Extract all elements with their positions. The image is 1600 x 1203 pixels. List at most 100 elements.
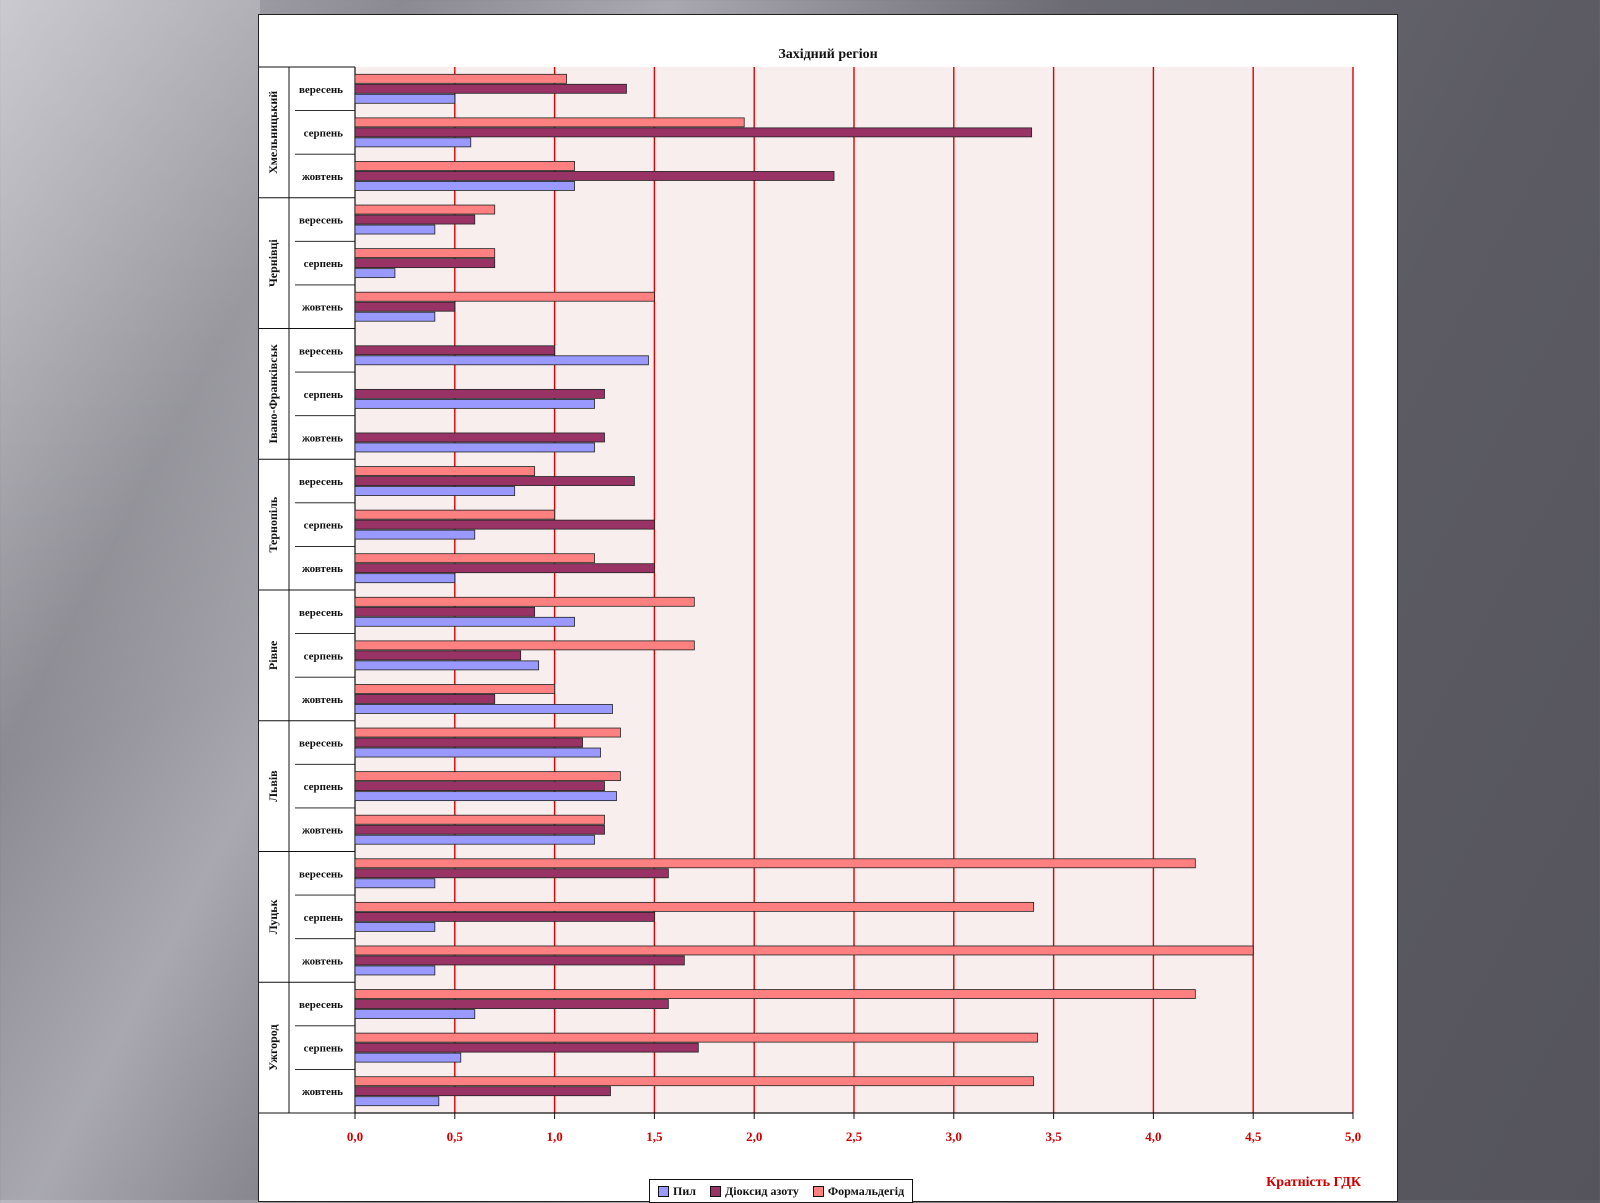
category-label: жовтень xyxy=(302,955,343,967)
bar-dust xyxy=(354,1052,462,1063)
bar-dust xyxy=(354,573,456,584)
bar-nitrogen-dioxide xyxy=(354,737,583,748)
bar-dust xyxy=(354,442,595,453)
bar-formaldehyde xyxy=(354,771,621,782)
bar-dust xyxy=(354,1009,476,1019)
legend-label-nitrogen-dioxide: Діоксид азоту xyxy=(724,1183,799,1198)
bar-formaldehyde xyxy=(354,1076,1035,1087)
x-tick-label: 3,5 xyxy=(1045,1129,1062,1144)
legend-swatch-nitrogen-dioxide xyxy=(709,1185,721,1197)
bar-nitrogen-dioxide xyxy=(354,911,655,922)
bar-nitrogen-dioxide xyxy=(354,83,627,94)
group-label: Рівне xyxy=(266,640,280,670)
bar-formaldehyde xyxy=(354,73,567,84)
slide-background xyxy=(0,0,260,1200)
bar-nitrogen-dioxide xyxy=(354,258,496,269)
bar-chart: 0,0 0,5 1,0 1,5 2,0 2,5 3,0 3,5 4,0 4,5 5,0 Хмельни… xyxy=(259,66,1361,1144)
bar-formaldehyde xyxy=(354,858,1196,869)
bar-formaldehyde xyxy=(354,291,655,302)
bar-nitrogen-dioxide xyxy=(354,999,669,1009)
bar-nitrogen-dioxide xyxy=(354,388,605,399)
bar-dust xyxy=(354,660,540,671)
bar-formaldehyde xyxy=(354,596,695,607)
bar-dust xyxy=(354,529,476,540)
category-label: вересень xyxy=(299,215,343,227)
bar-formaldehyde xyxy=(354,640,695,651)
bar-nitrogen-dioxide xyxy=(354,694,496,704)
bar-dust xyxy=(354,355,649,366)
bar-formaldehyde xyxy=(354,248,496,259)
x-tick-label: 0,0 xyxy=(347,1129,363,1144)
category-label: жовтень xyxy=(302,563,343,575)
chart-legend: Пил Діоксид азоту Формальдегід xyxy=(649,1179,914,1203)
bar-dust xyxy=(354,1096,440,1107)
bar-formaldehyde xyxy=(354,466,536,476)
bar-nitrogen-dioxide xyxy=(354,171,835,181)
category-label: жовтень xyxy=(302,1086,343,1098)
category-label: жовтень xyxy=(302,302,343,314)
bar-nitrogen-dioxide xyxy=(354,1086,611,1097)
bar-dust xyxy=(354,965,436,976)
group-label: Ужгород xyxy=(266,1024,280,1070)
bar-nitrogen-dioxide xyxy=(354,781,605,792)
x-tick-label: 1,5 xyxy=(646,1129,663,1144)
chart-panel: 0,0 0,5 1,0 1,5 2,0 2,5 3,0 3,5 4,0 4,5 5,0 Хмельни… xyxy=(258,14,1398,1203)
category-label: серпень xyxy=(304,1043,344,1055)
x-tick-label: 4,5 xyxy=(1245,1129,1262,1144)
bar-formaldehyde xyxy=(354,117,745,128)
bar-formaldehyde xyxy=(354,509,556,520)
bar-formaldehyde xyxy=(354,901,1035,912)
legend-item-formaldehyde: Формальдегід xyxy=(812,1183,905,1199)
category-label: серпень xyxy=(304,127,344,139)
bar-dust xyxy=(354,747,601,758)
category-label: вересень xyxy=(299,84,343,96)
category-label: жовтень xyxy=(302,825,343,837)
legend-item-nitrogen-dioxide: Діоксид азоту xyxy=(709,1183,799,1199)
x-tick-label: 2,0 xyxy=(746,1129,762,1144)
legend-swatch-dust xyxy=(658,1185,669,1197)
x-tick-label: 3,0 xyxy=(946,1129,962,1144)
bar-nitrogen-dioxide xyxy=(354,868,669,879)
category-label: вересень xyxy=(299,999,343,1011)
bar-nitrogen-dioxide xyxy=(354,345,556,356)
bar-formaldehyde xyxy=(354,553,595,564)
x-tick-label: 4,0 xyxy=(1145,1129,1161,1144)
bar-dust xyxy=(354,268,396,279)
bar-dust xyxy=(354,311,436,322)
bar-formaldehyde xyxy=(354,989,1196,999)
bar-dust xyxy=(354,486,516,496)
bar-formaldehyde xyxy=(354,945,1254,956)
category-label: серпень xyxy=(304,258,344,270)
bar-dust xyxy=(354,616,575,627)
bar-dust xyxy=(354,181,575,191)
x-tick-label: 5,0 xyxy=(1345,1129,1361,1144)
category-label: жовтень xyxy=(302,171,343,183)
x-tick-label: 2,5 xyxy=(846,1129,863,1144)
group-label: Львів xyxy=(266,770,280,802)
group-label: Тернопіль xyxy=(266,496,280,552)
bar-nitrogen-dioxide xyxy=(354,955,685,966)
legend-swatch-formaldehyde xyxy=(812,1185,824,1197)
category-label: серпень xyxy=(304,650,344,662)
group-label: Луцьк xyxy=(266,899,280,934)
bar-formaldehyde xyxy=(354,204,496,215)
bar-dust xyxy=(354,704,613,714)
category-label: серпень xyxy=(304,912,344,924)
legend-label-dust: Пил xyxy=(673,1183,696,1198)
group-label: Хмельницький xyxy=(266,91,280,174)
x-axis-label: Кратність ГДК xyxy=(1266,1175,1361,1190)
category-label: вересень xyxy=(299,476,343,488)
category-label: вересень xyxy=(299,738,343,750)
bar-nitrogen-dioxide xyxy=(354,432,605,443)
category-label: вересень xyxy=(299,868,343,880)
category-label: вересень xyxy=(299,607,343,619)
category-label: жовтень xyxy=(302,432,343,444)
bar-formaldehyde xyxy=(354,814,605,825)
x-tick-label: 1,0 xyxy=(546,1129,562,1144)
bar-formaldehyde xyxy=(354,1032,1039,1043)
bar-nitrogen-dioxide xyxy=(354,563,655,574)
bar-formaldehyde xyxy=(354,727,621,738)
chart-title: Західний регіон xyxy=(778,47,878,62)
legend-label-formaldehyde: Формальдегід xyxy=(827,1183,905,1198)
bar-nitrogen-dioxide xyxy=(354,1042,699,1053)
